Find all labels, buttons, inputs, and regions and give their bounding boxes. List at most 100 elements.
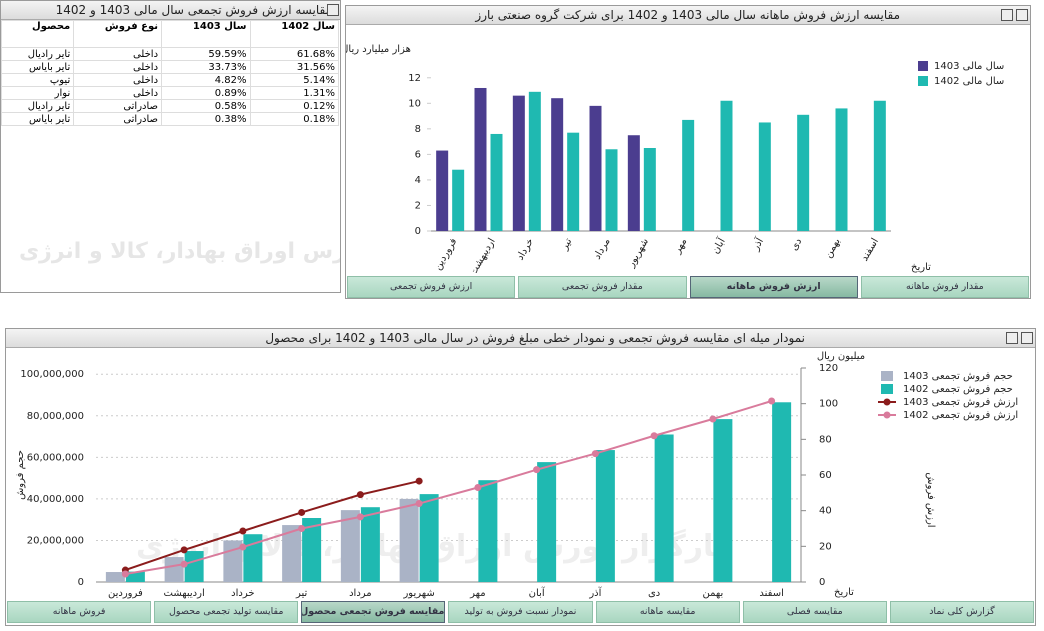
y-tick-label: 12 [408, 73, 421, 84]
table-cell: 0.58% [161, 99, 251, 113]
legend-swatch [918, 76, 928, 86]
tab-bar: مقدار فروش ماهانه ارزش فروش ماهانه مقدار ف… [347, 276, 1029, 298]
panel-title: نمودار میله ای مقایسه فروش تجمعی و نمودا… [6, 329, 1035, 348]
tab[interactable]: مقدار فروش تجمعی [518, 276, 687, 298]
close-icon[interactable] [327, 4, 339, 16]
y-axis-title: حجم فروش [15, 450, 26, 500]
legend-label: حجم فروش تجمعی 1402 [903, 384, 1013, 395]
bar [360, 507, 380, 582]
table-cell: صادراتی [73, 112, 163, 126]
line-marker [650, 432, 658, 440]
bar [627, 135, 640, 231]
bar [125, 571, 145, 582]
table-cell: 0.12% [249, 99, 339, 113]
x-axis-title: تاریخ [834, 587, 854, 598]
bar [399, 498, 419, 582]
bar [512, 95, 525, 231]
y2-unit: میلیون ریال [817, 351, 865, 362]
line-marker [239, 543, 247, 551]
x-tick-label: فروردین [108, 588, 143, 599]
x-tick-label: شهریور [402, 588, 434, 599]
bar [797, 114, 810, 231]
legend-swatch [918, 61, 928, 71]
table: محصول نوع فروش سال 1403 سال 1402 تایر رادیال… [1, 20, 339, 126]
watermark: کارگزار بورس اوراق بهادار، کالا و انرژی [19, 239, 340, 264]
y-tick-label: 20,000,000 [27, 535, 84, 546]
y-tick-label: 2 [415, 200, 421, 211]
x-tick-label: مهر [672, 237, 690, 257]
column-header: نوع فروش [73, 20, 163, 48]
legend-label: ارزش فروش تجمعی 1403 [903, 397, 1018, 408]
y2-tick-label: 40 [819, 506, 832, 517]
table-cell: 0.89% [161, 86, 251, 100]
x-tick-label: شهریور [625, 237, 651, 270]
bar [654, 434, 674, 582]
y-tick-label: 10 [408, 98, 421, 109]
bar [184, 551, 204, 582]
y-tick-label: 100,000,000 [20, 369, 84, 380]
panel-title: مقایسه ارزش فروش تجمعی سال مالی 1403 و 1… [1, 1, 340, 20]
tab[interactable]: مقایسه فروش تجمعی محصول [301, 601, 446, 623]
tab[interactable]: مقایسه ماهانه [595, 601, 740, 623]
y-tick-label: 0 [78, 577, 84, 588]
table-row: تایر رادیال داخلی 59.59% 61.68% [1, 47, 339, 61]
x-axis-title: تاریخ [911, 262, 931, 273]
x-tick-label: اسفند [859, 237, 881, 264]
line [125, 480, 420, 571]
tab[interactable]: مقایسه فصلی [742, 601, 887, 623]
legend-swatch [881, 371, 893, 381]
bar [772, 402, 792, 582]
table-cell: تایر بایاس [1, 112, 75, 126]
bar [682, 119, 695, 231]
tab[interactable]: مقایسه تولید تجمعی محصول [154, 601, 299, 623]
table-cell: صادراتی [73, 99, 163, 113]
table-cell: داخلی [73, 73, 163, 87]
y2-tick-label: 60 [819, 470, 832, 481]
column-header: محصول [1, 20, 75, 48]
x-tick-label: خرداد [231, 588, 254, 599]
line-marker [415, 500, 423, 508]
tab[interactable]: نمودار نسبت فروش به تولید [448, 601, 593, 623]
tab[interactable]: فروش ماهانه [7, 601, 152, 623]
export-icon[interactable] [1016, 9, 1028, 21]
table-cell: تایر رادیال [1, 99, 75, 113]
table-cell: داخلی [73, 60, 163, 74]
print-icon[interactable] [1006, 332, 1018, 344]
bar [873, 100, 886, 231]
bar [720, 100, 733, 231]
table-row: تایر بایاس داخلی 33.73% 31.56% [1, 60, 339, 74]
tab[interactable]: گزارش کلی نماد [889, 601, 1034, 623]
line [125, 400, 772, 575]
export-icon[interactable] [1021, 332, 1033, 344]
bar [528, 91, 541, 231]
line-marker [356, 513, 364, 521]
x-tick-label: آبان [529, 586, 546, 599]
tab-bar: گزارش کلی نماد مقایسه فصلی مقایسه ماهانه نم… [7, 601, 1034, 623]
x-tick-label: مرداد [592, 237, 613, 262]
table-row: تیوپ داخلی 4.82% 5.14% [1, 73, 339, 87]
line-marker [298, 508, 306, 516]
tab[interactable]: ارزش فروش تجمعی [347, 276, 516, 298]
x-tick-label: آذر [748, 234, 766, 253]
table-cell: 0.18% [249, 112, 339, 126]
bar [713, 419, 733, 582]
y-tick-label: 8 [415, 124, 421, 135]
x-tick-label: مرداد [349, 588, 372, 599]
tab[interactable]: مقدار فروش ماهانه [860, 276, 1029, 298]
table-cell: 31.56% [249, 60, 339, 74]
y-tick-label: 4 [415, 175, 421, 186]
chart: هزار میلیارد ریال 0 2 4 6 8 10 12 فروردین اردیبهش… [346, 44, 1004, 273]
legend-label: ارزش فروش تجمعی 1402 [903, 410, 1018, 421]
legend-swatch [881, 384, 893, 394]
y2-tick-label: 0 [819, 577, 825, 588]
x-tick-label: آذر [588, 586, 602, 599]
print-icon[interactable] [1001, 9, 1013, 21]
y-axis-title: هزار میلیارد ریال [346, 44, 411, 55]
column-header: سال 1402 [249, 20, 339, 48]
table-cell: داخلی [73, 86, 163, 100]
table-cell: داخلی [73, 47, 163, 61]
table-cell: نوار [1, 86, 75, 100]
tab[interactable]: ارزش فروش ماهانه [689, 276, 858, 298]
table-cell: 5.14% [249, 73, 339, 87]
table-cell: تیوپ [1, 73, 75, 87]
